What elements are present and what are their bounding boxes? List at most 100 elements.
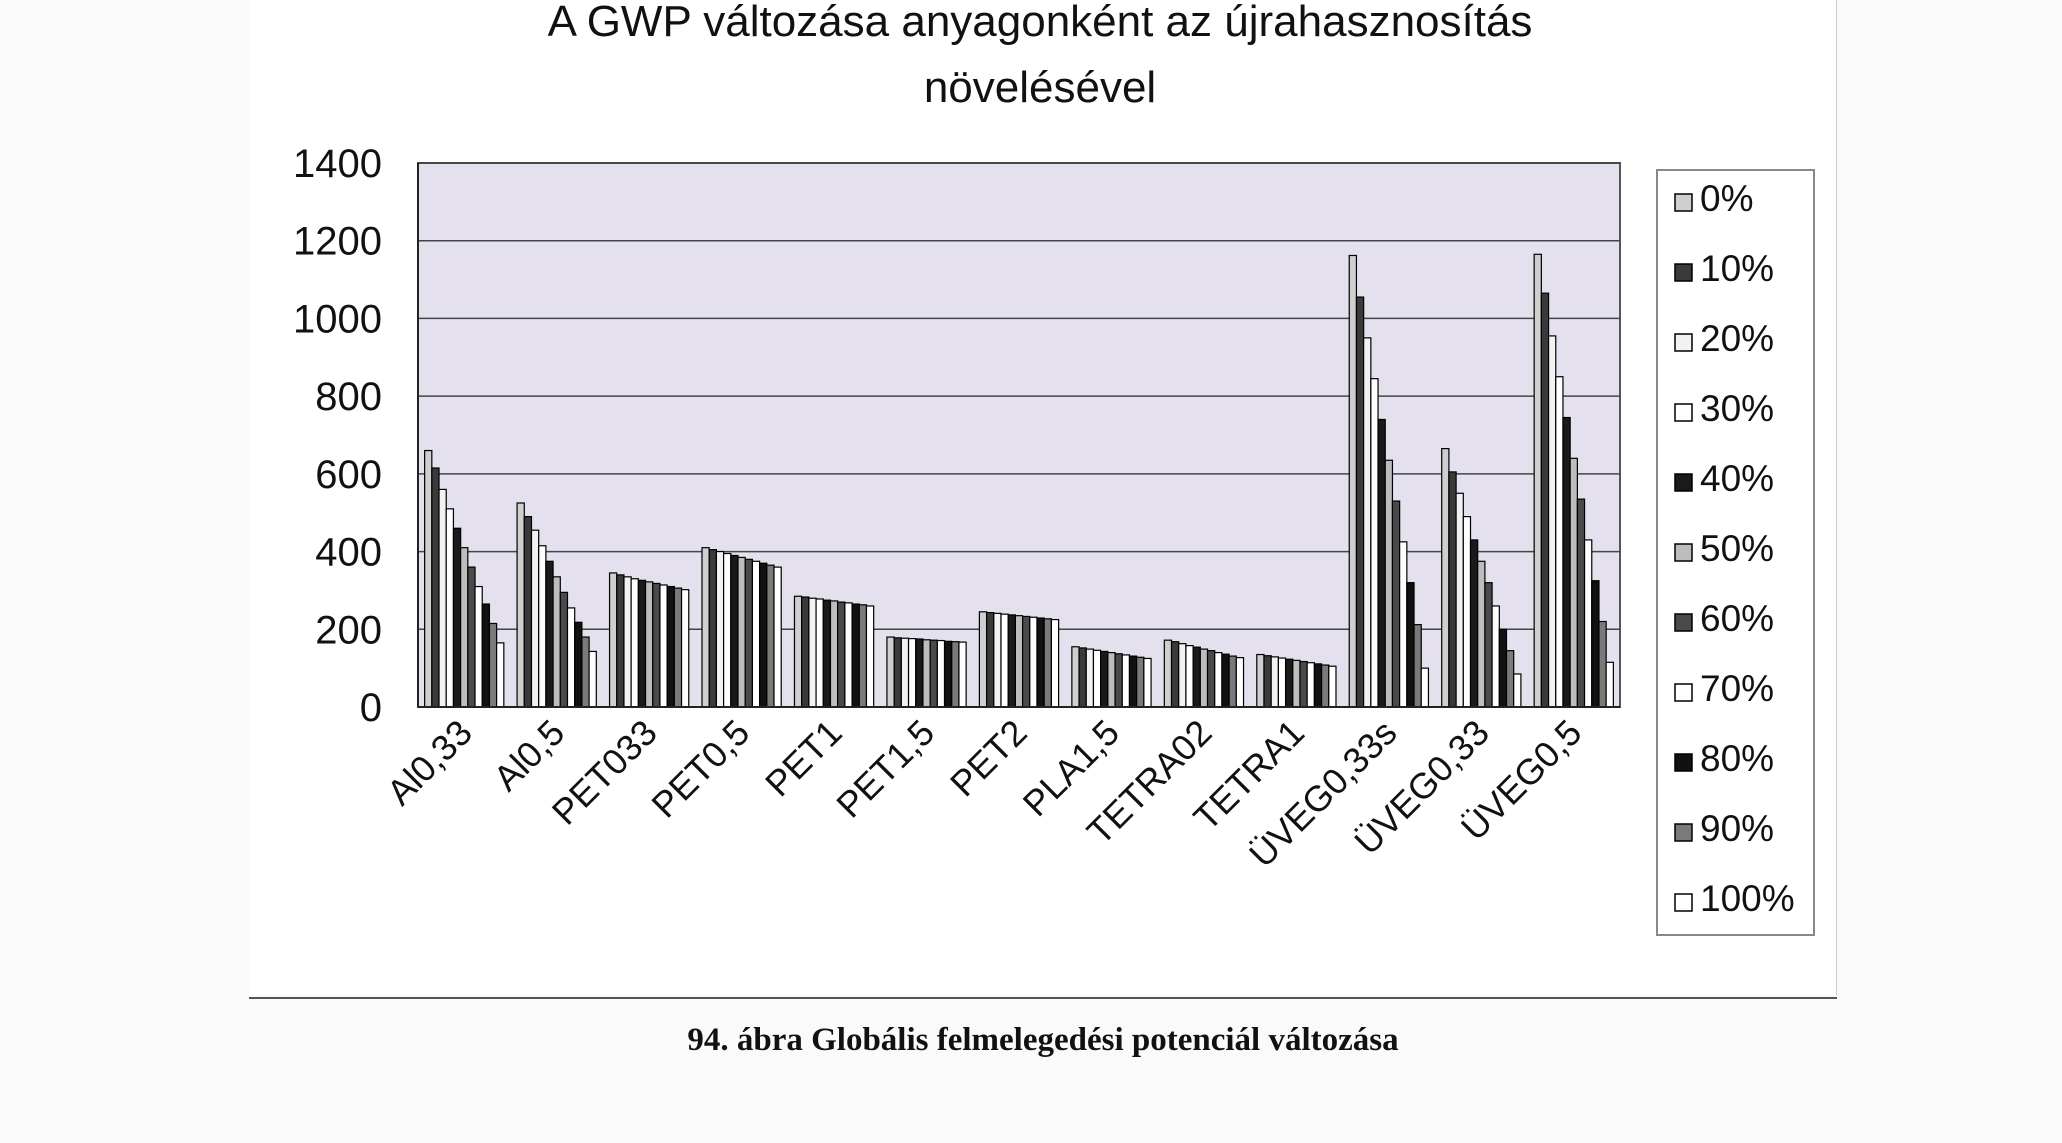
- bar: [438, 488, 447, 708]
- legend-label: 20%: [1700, 318, 1774, 359]
- figure-rule: [249, 997, 1837, 999]
- bar: [1328, 665, 1337, 708]
- bar: [452, 527, 462, 708]
- bar: [666, 585, 675, 708]
- bar: [1555, 376, 1564, 708]
- bar: [1377, 418, 1386, 708]
- bar: [1540, 292, 1550, 708]
- bar: [1121, 654, 1131, 708]
- bar: [1170, 641, 1180, 708]
- bar: [673, 587, 683, 708]
- bar: [1192, 646, 1201, 708]
- bar: [922, 639, 931, 708]
- bar: [936, 639, 946, 708]
- legend-swatch: [1674, 473, 1693, 492]
- bar: [516, 502, 525, 708]
- bar: [893, 637, 902, 708]
- legend-label: 100%: [1700, 878, 1795, 919]
- bar: [1313, 663, 1323, 708]
- bar: [1206, 650, 1216, 708]
- bar: [737, 556, 746, 708]
- bar: [1085, 648, 1095, 708]
- bar: [1469, 539, 1479, 708]
- bar: [1505, 650, 1515, 708]
- bar: [978, 611, 988, 708]
- bar: [1363, 337, 1372, 708]
- bar: [460, 547, 469, 708]
- bar: [496, 642, 505, 708]
- legend-label: 80%: [1700, 738, 1774, 779]
- bar: [844, 602, 853, 708]
- bar: [1484, 582, 1493, 708]
- legend-swatch: [1674, 333, 1693, 352]
- bar: [815, 598, 824, 708]
- bar: [1420, 667, 1430, 708]
- chart-title-line-2: növelésével: [924, 63, 1156, 112]
- bar: [1477, 560, 1486, 708]
- bar: [759, 562, 768, 708]
- bar: [1284, 658, 1294, 708]
- bar: [1114, 653, 1123, 708]
- bars: [424, 253, 1614, 708]
- bar: [1178, 643, 1187, 708]
- bar: [915, 638, 924, 708]
- legend-swatch: [1674, 263, 1693, 282]
- bar: [1100, 650, 1109, 708]
- bar: [574, 621, 583, 708]
- bar: [588, 650, 597, 708]
- legend-label: 40%: [1700, 458, 1774, 499]
- legend-label: 90%: [1700, 808, 1774, 849]
- bar: [1136, 656, 1145, 708]
- bar: [1591, 580, 1600, 708]
- bar: [481, 603, 491, 708]
- legend-label: 60%: [1700, 598, 1774, 639]
- bar: [1533, 253, 1542, 708]
- legend-swatch: [1674, 543, 1693, 562]
- bar: [652, 582, 661, 708]
- bar: [659, 584, 668, 708]
- bar: [1406, 582, 1415, 708]
- bar: [538, 545, 547, 708]
- bar: [488, 622, 498, 708]
- bar: [467, 566, 476, 708]
- bar: [865, 605, 875, 708]
- bar: [1292, 659, 1301, 708]
- bar: [1513, 673, 1522, 708]
- bar: [1014, 615, 1024, 708]
- bar: [608, 572, 618, 708]
- bar: [801, 596, 810, 708]
- y-tick-label: 800: [315, 375, 382, 419]
- bar: [1078, 647, 1087, 708]
- bar: [1306, 662, 1315, 708]
- bar: [431, 467, 440, 708]
- y-tick-label: 600: [315, 453, 382, 497]
- bar: [1036, 617, 1045, 708]
- bar: [1143, 657, 1152, 708]
- legend-label: 10%: [1700, 248, 1774, 289]
- gwp-chart: A GWP változása anyagonként az újrahaszn…: [293, 0, 1815, 936]
- chart-title-line-1: A GWP változása anyagonként az újrahaszn…: [548, 0, 1533, 46]
- bar: [1598, 620, 1607, 708]
- y-tick-label: 1400: [293, 142, 382, 186]
- bar: [1029, 616, 1038, 708]
- bar: [1263, 655, 1272, 708]
- bar: [808, 597, 817, 708]
- bar: [1583, 539, 1593, 708]
- bar: [581, 636, 590, 708]
- bar: [1256, 653, 1265, 708]
- bar: [1391, 500, 1401, 708]
- legend-swatch: [1674, 403, 1693, 422]
- bar: [474, 585, 483, 708]
- legend: 0% 10% 20% 30% 40% 50% 60% 70% 80% 90% 100%: [1656, 169, 1815, 936]
- legend-items: 0% 10% 20% 30% 40% 50% 60% 70% 80% 90% 100%: [1674, 178, 1795, 919]
- bar: [1270, 656, 1279, 708]
- bar: [900, 637, 910, 708]
- bar: [701, 547, 710, 708]
- bar: [523, 515, 533, 708]
- legend-label: 30%: [1700, 388, 1774, 429]
- bar: [1228, 655, 1237, 708]
- legend-swatch: [1674, 193, 1693, 212]
- bar: [1071, 646, 1080, 708]
- bar: [993, 612, 1002, 708]
